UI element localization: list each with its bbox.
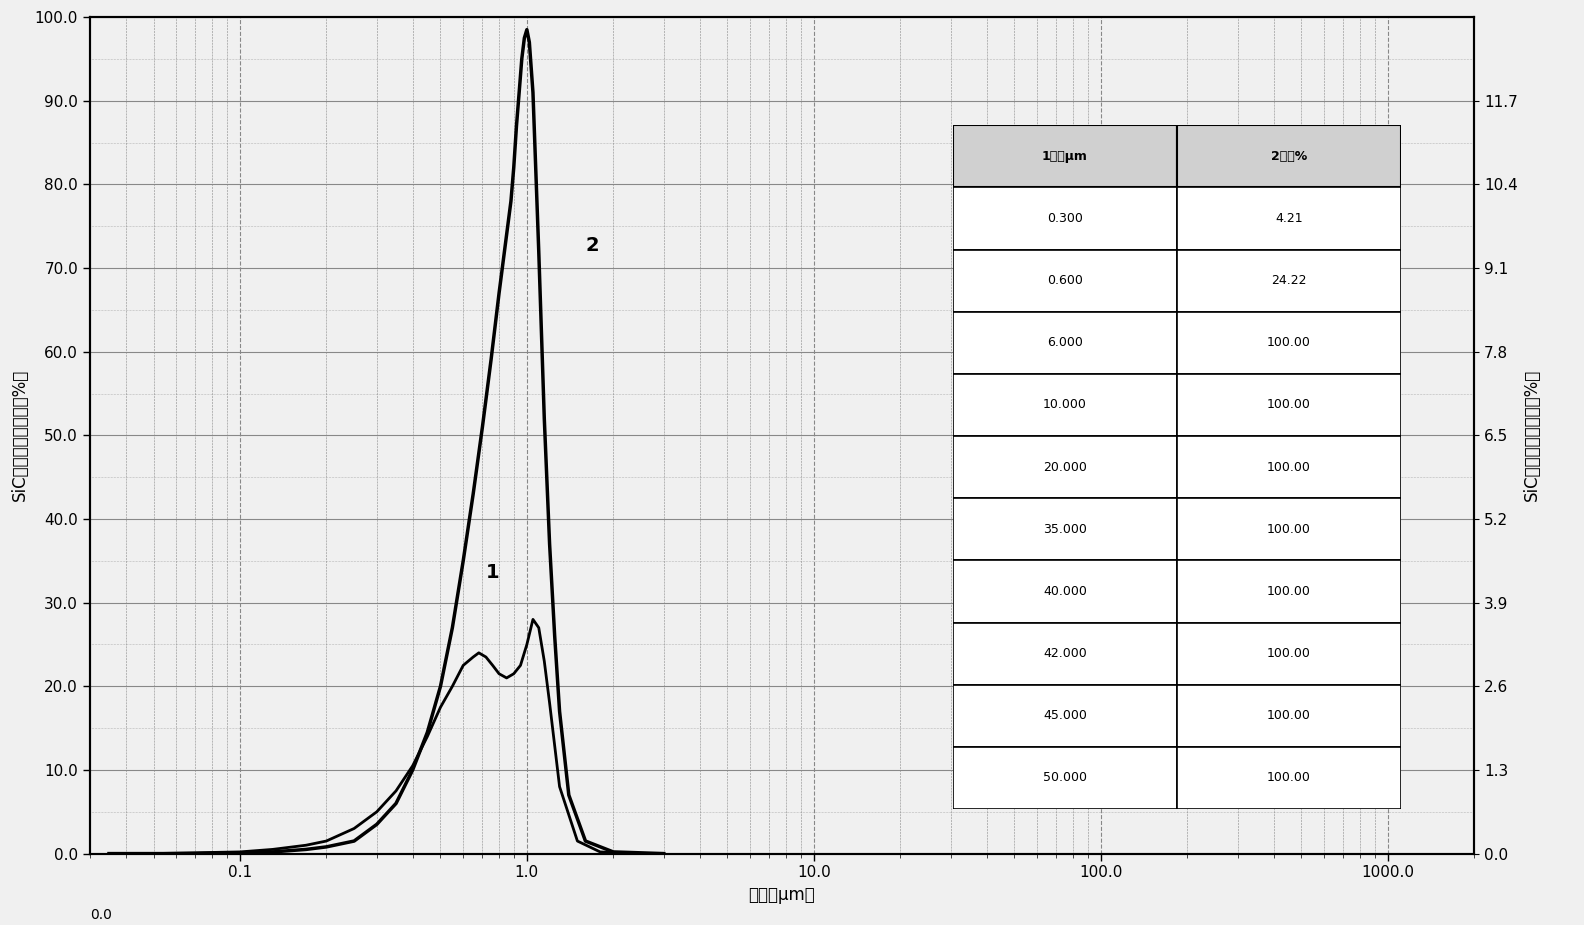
- FancyBboxPatch shape: [954, 312, 1177, 374]
- Text: 1: 1: [486, 562, 499, 582]
- Text: 20.000: 20.000: [1042, 461, 1087, 474]
- Text: 100.00: 100.00: [1267, 585, 1312, 598]
- Text: 40.000: 40.000: [1042, 585, 1087, 598]
- Text: 35.000: 35.000: [1042, 523, 1087, 536]
- FancyBboxPatch shape: [1177, 188, 1402, 250]
- FancyBboxPatch shape: [1177, 312, 1402, 374]
- FancyBboxPatch shape: [954, 374, 1177, 436]
- FancyBboxPatch shape: [1177, 374, 1402, 436]
- FancyBboxPatch shape: [954, 188, 1177, 250]
- Text: 6.000: 6.000: [1047, 337, 1083, 350]
- FancyBboxPatch shape: [1177, 436, 1402, 499]
- FancyBboxPatch shape: [954, 436, 1177, 499]
- Y-axis label: SiC粉粒度含量分布（%）: SiC粉粒度含量分布（%）: [1524, 369, 1541, 501]
- Text: 100.00: 100.00: [1267, 648, 1312, 660]
- FancyBboxPatch shape: [1177, 623, 1402, 684]
- Text: 50.000: 50.000: [1042, 771, 1087, 784]
- X-axis label: 粒径（μm）: 粒径（μm）: [749, 886, 816, 904]
- Text: 4.21: 4.21: [1275, 212, 1304, 225]
- Text: 24.22: 24.22: [1272, 274, 1307, 287]
- FancyBboxPatch shape: [954, 684, 1177, 746]
- Text: 2: 2: [586, 236, 599, 255]
- Text: 45.000: 45.000: [1042, 709, 1087, 722]
- FancyBboxPatch shape: [1177, 250, 1402, 312]
- Text: 100.00: 100.00: [1267, 461, 1312, 474]
- FancyBboxPatch shape: [1177, 684, 1402, 746]
- Text: 100.00: 100.00: [1267, 771, 1312, 784]
- FancyBboxPatch shape: [954, 499, 1177, 561]
- Text: 0.600: 0.600: [1047, 274, 1083, 287]
- FancyBboxPatch shape: [1177, 499, 1402, 561]
- Text: 100.00: 100.00: [1267, 337, 1312, 350]
- FancyBboxPatch shape: [1177, 746, 1402, 809]
- Y-axis label: SiC粉粒度累计分布（%）: SiC粉粒度累计分布（%）: [11, 369, 29, 501]
- FancyBboxPatch shape: [954, 561, 1177, 623]
- Text: 10.000: 10.000: [1042, 399, 1087, 412]
- FancyBboxPatch shape: [954, 250, 1177, 312]
- Text: 42.000: 42.000: [1044, 648, 1087, 660]
- Text: 100.00: 100.00: [1267, 523, 1312, 536]
- Text: 2含量%: 2含量%: [1270, 150, 1307, 163]
- FancyBboxPatch shape: [954, 746, 1177, 809]
- Text: 1粒径μm: 1粒径μm: [1042, 150, 1088, 163]
- FancyBboxPatch shape: [1177, 125, 1402, 188]
- FancyBboxPatch shape: [1177, 561, 1402, 623]
- FancyBboxPatch shape: [954, 125, 1177, 188]
- Text: 100.00: 100.00: [1267, 399, 1312, 412]
- Text: 0.0: 0.0: [90, 908, 112, 922]
- Text: 100.00: 100.00: [1267, 709, 1312, 722]
- Text: 0.300: 0.300: [1047, 212, 1083, 225]
- FancyBboxPatch shape: [954, 623, 1177, 684]
